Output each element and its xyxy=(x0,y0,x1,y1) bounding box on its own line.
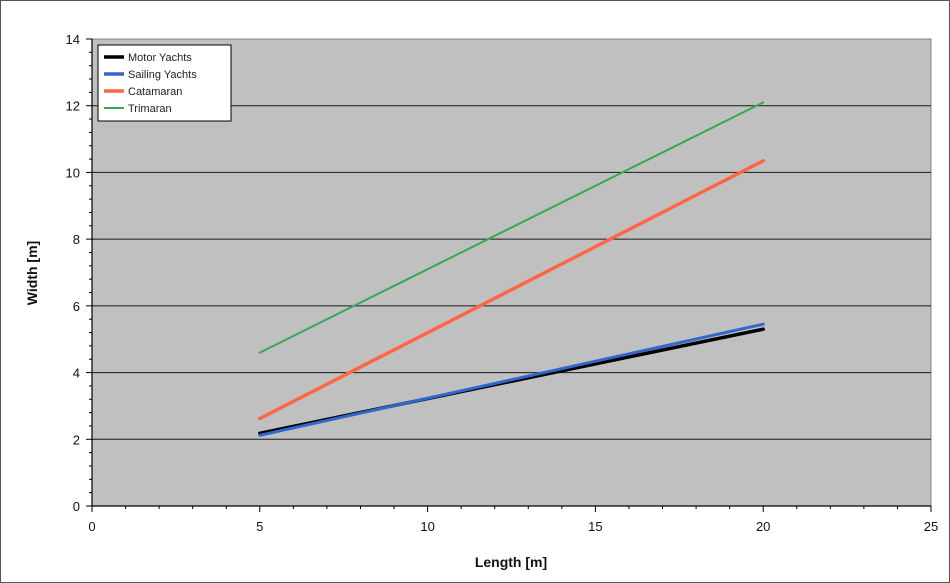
y-tick-label: 0 xyxy=(73,499,80,514)
x-axis-title: Length [m] xyxy=(475,554,547,570)
series-line-sailing-yachts xyxy=(258,322,765,437)
axes xyxy=(91,39,931,507)
y-tick-label: 2 xyxy=(73,432,80,447)
axis-ticks: 0 2 4 6 8 10 12 14 0 5 10 15 20 25 xyxy=(66,32,939,534)
x-tick-label: 25 xyxy=(924,519,938,534)
y-tick-label: 10 xyxy=(66,165,80,180)
y-tick-label: 14 xyxy=(66,32,80,47)
legend-label-catamaran: Catamaran xyxy=(128,86,182,98)
legend-label-trimaran: Trimaran xyxy=(128,103,172,115)
x-tick-label: 10 xyxy=(420,519,434,534)
y-tick-label: 12 xyxy=(66,99,80,114)
y-tick-label: 8 xyxy=(73,232,80,247)
y-tick-label: 4 xyxy=(73,366,80,381)
legend-label-motor-yachts: Motor Yachts xyxy=(128,52,192,64)
gridlines xyxy=(92,105,931,440)
series-line-catamaran xyxy=(258,159,765,421)
legend-label-sailing-yachts: Sailing Yachts xyxy=(128,69,197,81)
series-line-trimaran xyxy=(258,101,765,354)
x-tick-label: 0 xyxy=(88,519,95,534)
series-group xyxy=(258,101,765,437)
plot-area xyxy=(91,38,932,507)
legend: Motor Yachts Sailing Yachts Catamaran Trima… xyxy=(97,44,232,122)
x-tick-label: 15 xyxy=(588,519,602,534)
y-tick-label: 6 xyxy=(73,299,80,314)
y-axis-title: Width [m] xyxy=(24,241,40,305)
x-tick-label: 5 xyxy=(256,519,263,534)
x-tick-label: 20 xyxy=(756,519,770,534)
